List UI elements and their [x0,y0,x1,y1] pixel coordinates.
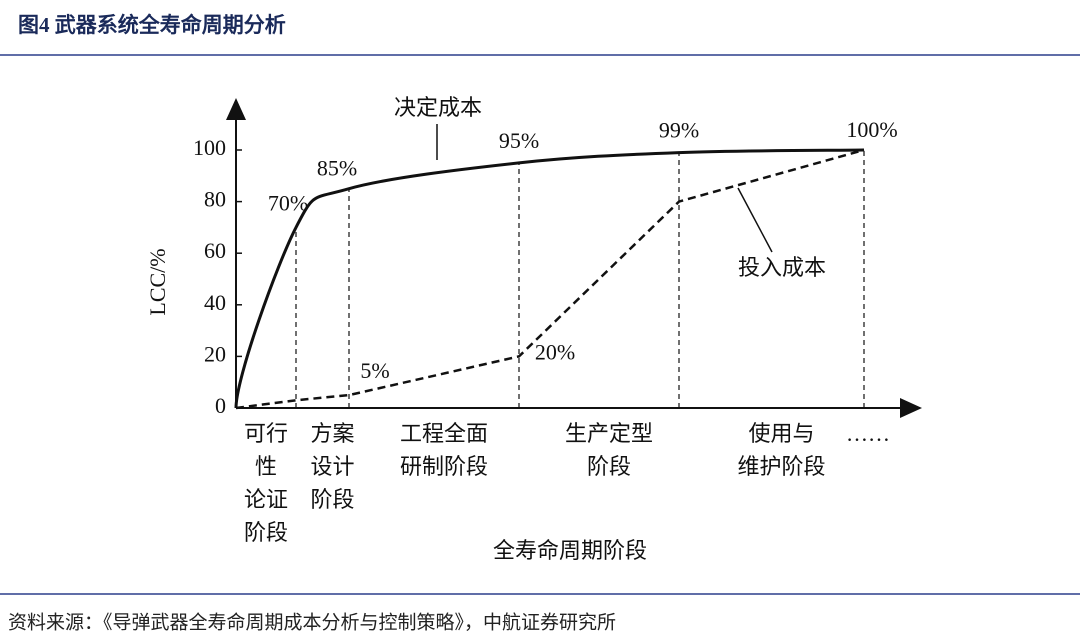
x-tick-label: 方案设计阶段 [310,421,354,512]
x-tick-label: 工程全面研制阶段 [400,421,488,479]
figure-title: 图4 武器系统全寿命周期分析 [18,13,286,37]
y-tick-label: 60 [204,238,226,263]
value-label: 70% [268,190,308,215]
x-tick-label: 生产定型阶段 [565,421,653,479]
series-line [234,148,865,409]
series-name: 投入成本 [738,255,826,280]
source: 资料来源：《导弹武器全寿命周期成本分析与控制策略》，中航证券研究所 [8,611,616,633]
x-axis-label: 全寿命周期阶段 [493,538,647,563]
x-tick-label: 可行性论证阶段 [244,421,288,545]
value-label: 20% [535,339,575,364]
y-tick-label: 40 [204,290,226,315]
series-line [235,148,865,410]
leader-line [737,187,773,253]
y-axis-label: LCC/% [145,248,170,315]
series-name: 决定成本 [394,95,482,120]
value-label: 99% [659,118,699,143]
y-tick-label: 80 [204,187,226,212]
y-tick-label: 20 [204,341,226,366]
y-tick-label: 100 [193,135,226,160]
continuation: …… [846,421,890,446]
y-tick-label: 0 [215,393,226,418]
value-label: 100% [846,117,897,142]
x-tick-label: 使用与维护阶段 [737,421,825,479]
value-label: 95% [499,128,539,153]
value-label: 85% [317,156,357,181]
value-label: 5% [360,358,389,383]
